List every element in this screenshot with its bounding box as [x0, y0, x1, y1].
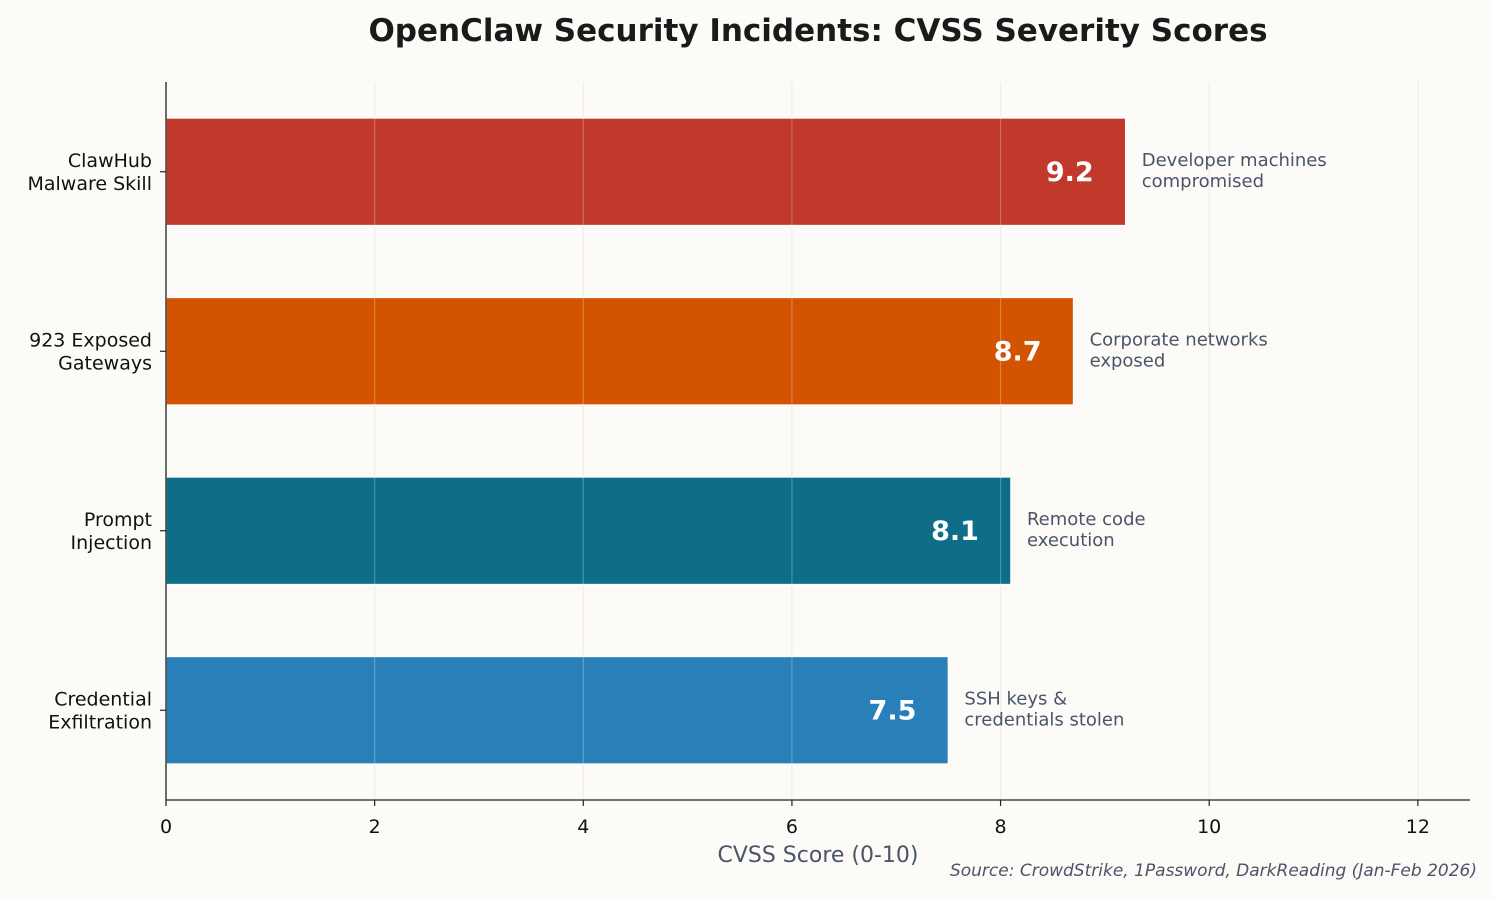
bar [165, 117, 1127, 227]
y-tick-label-line: Gateways [58, 352, 152, 374]
y-axis-ticks: ClawHub Malware Skill 923 Exposed Gateways P… [27, 150, 166, 733]
annotations: Developer machines compromised Corporate n… [964, 150, 1326, 731]
annotation: Remote code execution [1027, 509, 1146, 551]
source-note: Source: CrowdStrike, 1Password, DarkRead… [950, 861, 1477, 881]
y-tick-label-line: Exfiltration [48, 711, 152, 733]
annotation-line: execution [1027, 530, 1115, 551]
x-tick-label: 0 [160, 816, 172, 838]
value-label: 8.7 [994, 336, 1042, 367]
value-label: 9.2 [1046, 157, 1094, 188]
annotation-line: Corporate networks [1090, 329, 1268, 350]
value-label: 8.1 [931, 516, 979, 547]
x-tick-label: 12 [1406, 816, 1430, 838]
chart-title: OpenClaw Security Incidents: CVSS Severi… [368, 13, 1267, 49]
annotation-line: credentials stolen [964, 709, 1124, 730]
y-tick-label-line: Prompt [84, 509, 152, 531]
y-tick-label: Credential Exfiltration [48, 688, 152, 733]
bar [165, 296, 1075, 406]
annotation: Corporate networks exposed [1090, 329, 1268, 371]
y-tick-label: Prompt Injection [71, 509, 152, 554]
y-tick-label-line: ClawHub [68, 150, 152, 172]
annotation: SSH keys & credentials stolen [964, 688, 1124, 730]
bars [165, 117, 1127, 765]
y-tick-label-line: Injection [71, 532, 152, 554]
y-tick-label: ClawHub Malware Skill [27, 150, 152, 195]
y-tick-label-line: 923 Exposed [29, 329, 152, 351]
x-tick-label: 4 [577, 816, 589, 838]
y-tick-label: 923 Exposed Gateways [29, 329, 152, 374]
bar [165, 476, 1012, 586]
bar [165, 655, 950, 765]
grid-overlay [165, 82, 1419, 800]
annotation-line: compromised [1142, 171, 1264, 192]
annotation-line: Developer machines [1142, 150, 1327, 171]
x-tick-label: 2 [369, 816, 381, 838]
value-labels: 9.2 8.7 8.1 7.5 [869, 157, 1094, 727]
x-tick-label: 10 [1197, 816, 1221, 838]
annotation-line: exposed [1090, 350, 1166, 371]
annotation-line: Remote code [1027, 509, 1146, 530]
x-tick-label: 6 [786, 816, 798, 838]
x-tick-label: 8 [995, 816, 1007, 838]
annotation-line: SSH keys & [964, 688, 1067, 709]
y-tick-label-line: Malware Skill [27, 173, 152, 195]
x-axis-label: CVSS Score (0-10) [717, 843, 918, 868]
value-label: 7.5 [869, 695, 917, 726]
annotation: Developer machines compromised [1142, 150, 1327, 192]
x-axis-ticks: 0 2 4 6 8 10 12 [160, 800, 1430, 838]
y-tick-label-line: Credential [54, 688, 152, 710]
